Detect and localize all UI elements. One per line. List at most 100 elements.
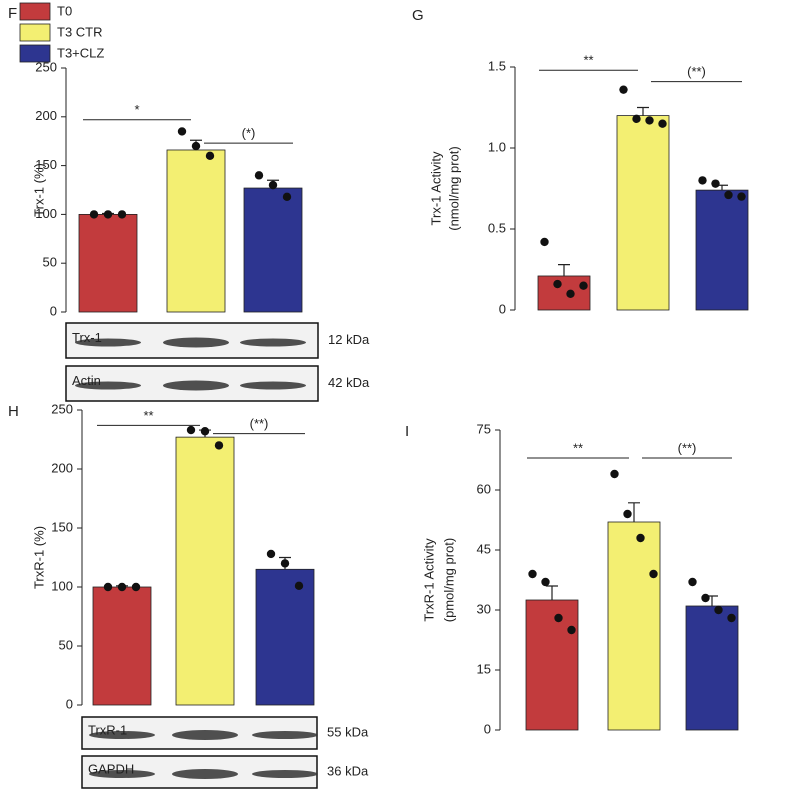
blot-band [252,731,318,739]
data-point [698,176,707,185]
data-point [645,116,654,125]
data-point [200,427,210,436]
blot-label: Actin [72,373,101,388]
legend-label: T3+CLZ [57,45,104,60]
bar [243,187,303,313]
data-point [649,569,658,579]
data-point [103,582,113,592]
blot-band [75,338,141,347]
legend-label: T3 CTR [57,24,103,39]
data-point [89,210,99,219]
data-point [294,581,304,591]
y-tick-label: 100 [35,206,57,221]
data-point [103,210,113,219]
y-tick-label: 45 [477,541,491,556]
data-point [701,593,710,603]
error-bar [628,502,640,522]
data-point [553,279,562,289]
y-tick-label: 200 [35,108,57,123]
y-tick-label: 250 [35,59,57,74]
y-tick-label: 150 [51,519,73,534]
blot-band [240,338,306,347]
significance-label: (*) [242,126,256,141]
y-axis-label: (nmol/mg prot) [446,146,461,231]
y-tick-label: 0 [50,303,57,318]
significance-label: ** [573,440,583,455]
significance-label: (**) [678,440,697,455]
data-point [727,613,736,623]
bar [78,213,138,313]
bar [537,275,591,311]
blot-size: 36 kDa [327,763,369,778]
error-bar [546,585,558,600]
data-point [266,549,276,559]
data-point [528,569,537,579]
y-tick-label: 200 [51,460,73,475]
blot-band [89,770,155,778]
legend-label: T0 [57,3,72,18]
y-tick-label: 30 [477,601,491,616]
data-point [579,281,588,290]
significance-label: * [134,102,139,117]
y-tick-label: 0 [499,301,506,316]
blot-size: 42 kDa [328,375,370,390]
y-tick-label: 15 [477,661,491,676]
data-point [623,509,632,519]
y-axis-label: Trx-1 Activity [428,151,443,225]
y-axis-label: Trx-1 (%) [31,163,46,217]
data-point [254,171,264,180]
y-tick-label: 100 [51,578,73,593]
data-point [724,190,733,200]
data-point [280,559,290,568]
significance-label: ** [583,53,593,68]
y-tick-label: 0 [484,721,491,736]
data-point [658,119,667,128]
data-point [636,533,645,543]
y-tick-label: 75 [477,421,491,436]
significance-label: (**) [687,64,706,79]
y-tick-label: 1.5 [488,58,506,73]
bar [166,149,226,313]
y-axis-label: TrxR-1 (%) [31,526,46,589]
data-point [214,441,224,450]
blot-band [89,731,155,739]
data-point [566,289,575,298]
significance-label: (**) [250,416,269,431]
y-tick-label: 60 [477,481,491,496]
blot-band [163,337,229,348]
y-tick-label: 1.0 [488,139,506,154]
blot-band [163,380,229,391]
panel-letter: G [412,7,424,24]
data-point [540,237,549,247]
bar [525,599,579,731]
bar [175,436,235,706]
legend-swatch [19,23,51,42]
data-point [205,151,215,161]
y-tick-label: 250 [51,401,73,416]
data-point [610,469,619,479]
data-point [282,192,292,202]
blot-band [75,381,141,390]
data-point [541,577,550,587]
y-tick-label: 150 [35,157,57,172]
error-bar [637,106,649,116]
data-point [554,613,563,623]
blot-band [172,769,238,779]
error-bar [558,264,570,276]
blot-label: Trx-1 [72,330,102,345]
data-point [191,141,201,151]
data-point [714,605,723,615]
data-point [117,582,127,592]
bar [685,605,739,731]
bar [616,115,670,311]
data-point [688,577,697,587]
data-point [117,210,127,219]
legend-swatch [19,44,51,63]
blot-size: 12 kDa [328,332,370,347]
blot-size: 55 kDa [327,724,369,739]
data-point [177,127,187,136]
blot-band [172,730,238,740]
y-tick-label: 0.5 [488,220,506,235]
blot-label: TrxR-1 [88,722,127,737]
panel-letter: F [8,5,17,22]
